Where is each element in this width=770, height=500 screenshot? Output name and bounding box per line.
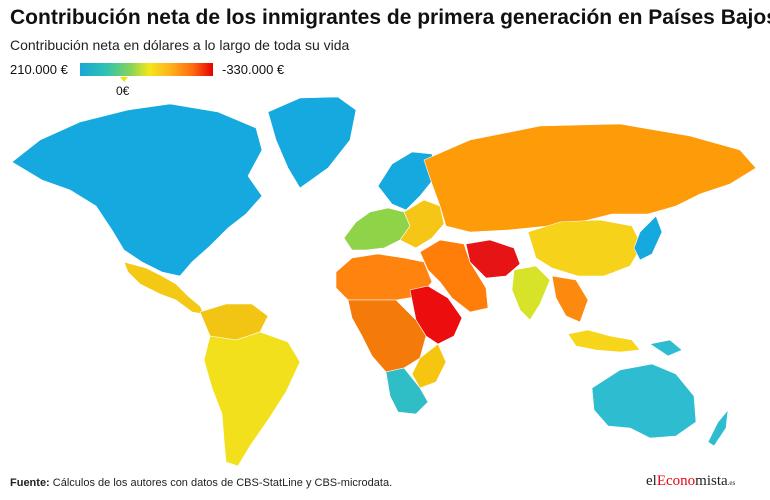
region-eastern-europe (399, 199, 445, 249)
logo-part-tld: .es (727, 479, 736, 487)
logo-part-pre: el (646, 473, 657, 489)
region-western-europe (343, 207, 411, 251)
world-map (11, 96, 757, 467)
region-afghanistan-iran (465, 239, 521, 279)
region-greenland (267, 96, 357, 189)
color-legend: 210.000 € -330.000 € 0€ (0, 58, 400, 102)
region-north-america (11, 103, 263, 277)
region-east-africa (411, 343, 447, 389)
region-southern-africa (385, 367, 429, 415)
region-japan (633, 215, 663, 261)
region-southeast-asia (551, 275, 589, 323)
logo-part-post: mista (695, 473, 728, 489)
region-australia (591, 363, 697, 439)
legend-min-label: -330.000 € (222, 62, 285, 77)
brand-logo: elEconomista.es (646, 473, 735, 490)
logo-part-accent: Econo (656, 473, 696, 489)
page-subtitle: Contribución neta en dólares a lo largo … (10, 37, 350, 53)
region-russia (423, 123, 757, 233)
page-title: Contribución neta de los inmigrantes de … (10, 6, 770, 29)
legend-max-label: 210.000 € (10, 62, 68, 77)
region-china (527, 219, 643, 277)
legend-gradient-bar (80, 63, 213, 76)
region-middle-east (419, 239, 489, 313)
source-label: Fuente: (10, 477, 50, 489)
legend-zero-marker (120, 77, 128, 82)
region-south-america (203, 331, 301, 467)
source-note: Fuente: Cálculos de los autores con dato… (10, 477, 392, 489)
region-india (511, 265, 551, 321)
legend-zero-label: 0€ (116, 84, 130, 98)
region-new-zealand (707, 409, 729, 447)
region-papua (649, 339, 683, 357)
region-indonesia (567, 329, 641, 353)
source-text: Cálculos de los autores con datos de CBS… (52, 477, 393, 489)
region-central-africa (347, 299, 427, 373)
